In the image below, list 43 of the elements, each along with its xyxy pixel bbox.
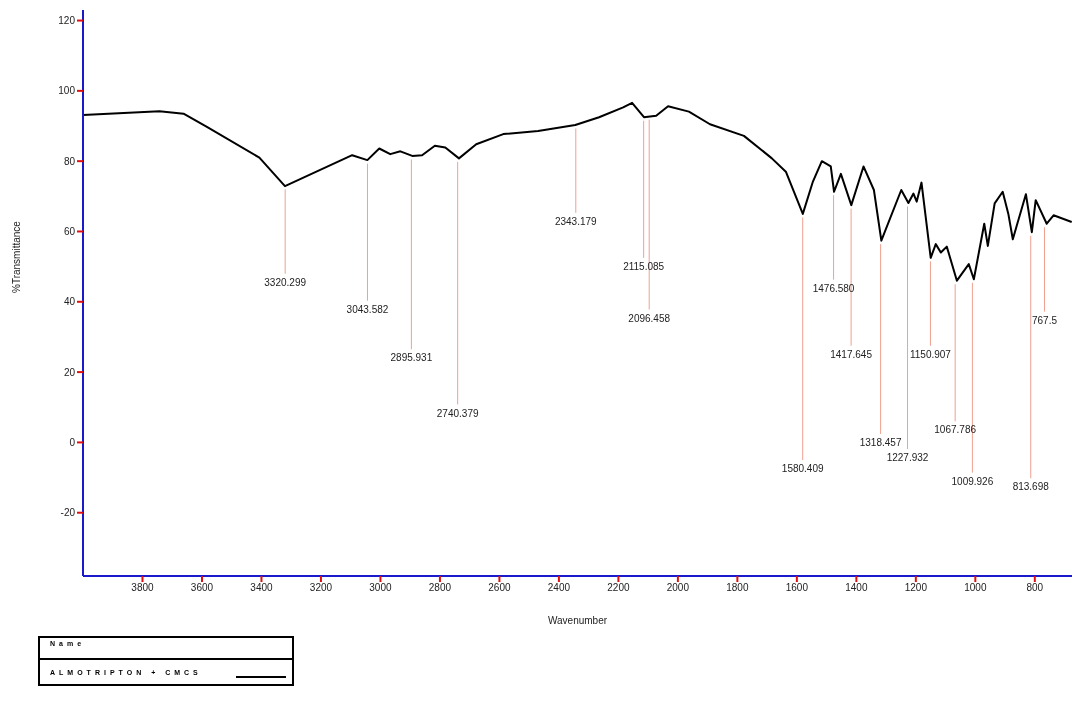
annotation: 813.698 bbox=[1012, 481, 1050, 493]
annotation: 1150.907 bbox=[909, 348, 952, 360]
annotation: 2343.179 bbox=[554, 215, 598, 227]
x-tick-label: 1200 bbox=[904, 582, 928, 594]
x-tick-label: 1800 bbox=[726, 582, 749, 594]
y-axis-title: %Transmittance bbox=[10, 220, 22, 293]
y-tick-label: -20 bbox=[60, 507, 76, 519]
y-tick-label: 120 bbox=[58, 15, 76, 27]
x-tick-label: 1000 bbox=[964, 582, 987, 594]
x-tick-label: 2000 bbox=[666, 582, 690, 594]
x-tick-label: 3600 bbox=[190, 582, 214, 594]
x-tick-label: 2800 bbox=[428, 582, 452, 594]
annotation: 1580.409 bbox=[781, 463, 824, 475]
y-tick-label: 20 bbox=[63, 366, 76, 378]
annotation: 1067.786 bbox=[934, 424, 977, 436]
x-tick-label: 800 bbox=[1026, 582, 1044, 594]
y-tick-label: 80 bbox=[63, 155, 76, 167]
x-tick-label: 3000 bbox=[369, 582, 392, 594]
x-tick-label: 1600 bbox=[785, 582, 809, 594]
annotation: 3320.299 bbox=[264, 276, 307, 288]
y-tick-label: 40 bbox=[63, 296, 76, 308]
annotation: 2895.931 bbox=[390, 352, 433, 364]
x-tick-label: 1400 bbox=[845, 582, 868, 594]
y-tick-label: 0 bbox=[69, 436, 76, 448]
annotation: 2740.379 bbox=[436, 407, 479, 419]
annotation: 1476.580 bbox=[812, 282, 855, 294]
annotation: 3043.582 bbox=[346, 303, 389, 315]
x-axis-title: Wavenumber bbox=[547, 615, 608, 626]
x-tick-label: 2400 bbox=[547, 582, 571, 594]
x-tick-label: 3200 bbox=[309, 582, 333, 594]
x-tick-label: 3800 bbox=[131, 582, 155, 594]
annotation: 1009.926 bbox=[951, 475, 994, 487]
annotation: 2115.085 bbox=[623, 260, 665, 272]
x-tick-label: 3400 bbox=[250, 582, 274, 594]
y-tick-label: 60 bbox=[63, 226, 76, 238]
annotation: 1318.457 bbox=[859, 437, 902, 449]
x-tick-label: 2600 bbox=[488, 582, 511, 594]
annotation: 767.5 bbox=[1031, 314, 1058, 326]
annotation: 1417.645 bbox=[830, 348, 873, 360]
annotation: 2096.458 bbox=[628, 312, 671, 324]
annotation: 1227.932 bbox=[886, 452, 929, 464]
y-tick-label: 100 bbox=[58, 85, 76, 97]
x-tick-label: 2200 bbox=[607, 582, 630, 594]
